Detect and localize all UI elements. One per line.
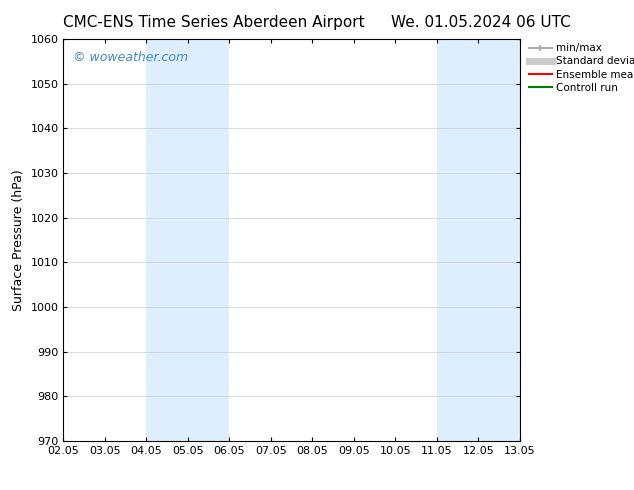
Bar [437,39,520,441]
Text: © woweather.com: © woweather.com [72,51,188,64]
Text: We. 01.05.2024 06 UTC: We. 01.05.2024 06 UTC [391,15,571,30]
Bar [146,39,230,441]
Text: CMC-ENS Time Series Aberdeen Airport: CMC-ENS Time Series Aberdeen Airport [63,15,365,30]
Legend: min/max, Standard deviation, Ensemble mean run, Controll run: min/max, Standard deviation, Ensemble me… [524,39,634,97]
Y-axis label: Surface Pressure (hPa): Surface Pressure (hPa) [12,169,25,311]
